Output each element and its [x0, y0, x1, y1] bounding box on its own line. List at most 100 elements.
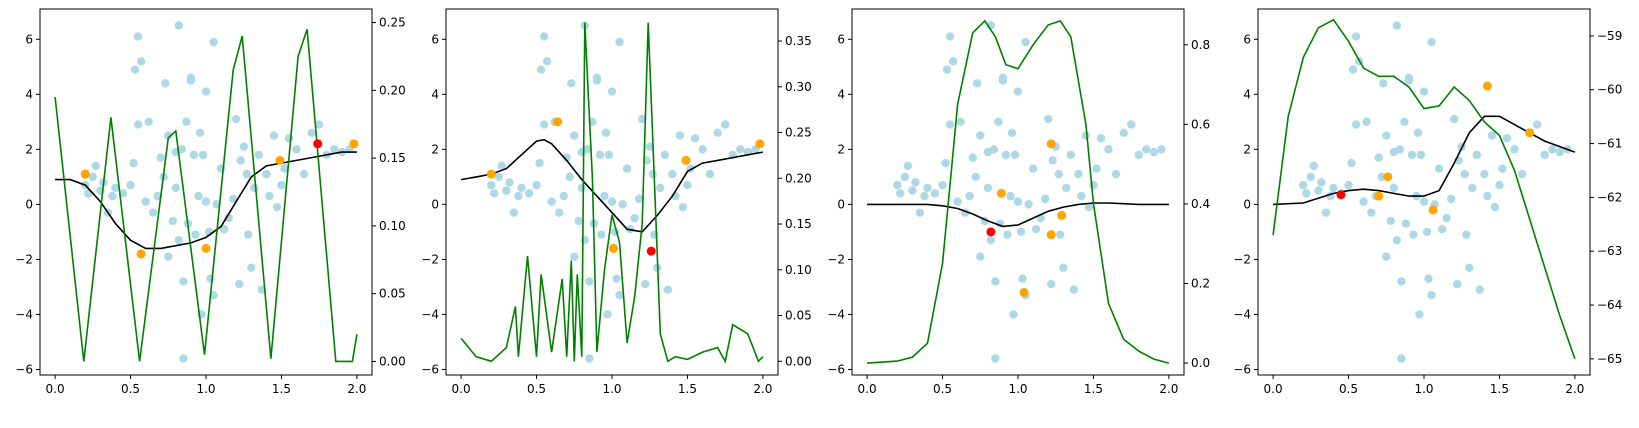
data-point	[1054, 169, 1063, 179]
data-point	[607, 87, 617, 96]
data-point	[953, 197, 962, 206]
data-point	[189, 150, 199, 160]
data-point	[1347, 158, 1356, 168]
data-point	[585, 277, 594, 286]
data-point	[1490, 202, 1500, 212]
data-point	[91, 161, 101, 171]
x-tick-label: 2.0	[753, 382, 772, 396]
y-tick-label: −4	[15, 307, 33, 321]
plot-area	[867, 19, 1170, 364]
data-point	[570, 252, 579, 261]
data-point	[539, 120, 549, 129]
data-point	[505, 178, 514, 187]
sample-point	[1428, 205, 1438, 215]
data-point	[1487, 131, 1497, 140]
x-tick-label: 1.0	[1008, 382, 1027, 396]
data-point	[1013, 87, 1023, 96]
data-point	[597, 230, 606, 239]
data-point	[911, 178, 920, 187]
data-point	[1419, 87, 1429, 96]
data-point	[1084, 202, 1094, 212]
next-point	[986, 227, 996, 237]
data-point	[307, 128, 316, 138]
data-point	[182, 117, 191, 127]
x-tick-label: 0.5	[527, 382, 546, 396]
data-point	[1344, 180, 1353, 190]
data-point	[998, 73, 1008, 82]
data-point	[630, 213, 639, 223]
x-tick-label: 0.0	[858, 382, 877, 396]
sample-point	[275, 155, 285, 165]
data-point	[1555, 147, 1565, 157]
data-point	[198, 150, 208, 160]
data-point	[1419, 197, 1429, 206]
data-point	[1081, 131, 1091, 140]
data-point	[595, 150, 605, 160]
sample-point	[80, 169, 90, 179]
data-point	[923, 183, 932, 193]
data-point	[201, 87, 211, 96]
y-tick-label: −2	[15, 252, 33, 266]
data-point	[1089, 180, 1098, 190]
data-point	[1427, 37, 1436, 47]
data-point	[547, 197, 556, 206]
x-tick-label: 0.0	[452, 382, 471, 396]
data-point	[965, 191, 974, 201]
data-point	[678, 202, 688, 212]
data-point	[179, 277, 188, 286]
y2-tick-label: 0.35	[785, 34, 812, 48]
data-point	[612, 274, 621, 283]
data-point	[1446, 194, 1456, 204]
data-point	[1404, 73, 1414, 82]
y2-tick-label: 0.10	[785, 263, 812, 277]
data-point	[600, 191, 609, 201]
data-point	[656, 183, 665, 193]
data-point	[736, 145, 745, 154]
data-point	[941, 158, 950, 168]
data-point	[1366, 208, 1376, 217]
data-point	[938, 180, 947, 190]
acquisition-line	[1272, 18, 1576, 360]
data-point	[908, 186, 917, 195]
data-point	[1104, 145, 1113, 154]
data-point	[535, 158, 544, 168]
data-point	[618, 200, 627, 209]
data-point	[1472, 150, 1482, 160]
data-point	[983, 183, 993, 193]
data-point	[250, 183, 259, 193]
y2-tick-label: 0.00	[785, 354, 812, 368]
data-point	[1389, 183, 1399, 193]
data-point	[615, 37, 624, 47]
next-point	[646, 246, 656, 256]
data-point	[554, 208, 564, 217]
y-tick-label: −6	[827, 362, 845, 376]
y-tick-label: 2	[25, 142, 33, 156]
data-point	[191, 230, 200, 239]
sample-point	[136, 249, 146, 259]
data-point	[201, 197, 211, 206]
data-point	[607, 197, 617, 206]
data-point	[292, 145, 301, 154]
y-tick-label: 2	[837, 142, 845, 156]
data-point	[1059, 263, 1068, 272]
x-tick-label: 1.0	[602, 382, 621, 396]
data-point	[577, 183, 587, 193]
sample-point	[996, 188, 1006, 198]
data-point	[698, 145, 707, 154]
y2-tick-label: −63	[1597, 244, 1622, 258]
data-point	[509, 208, 519, 217]
sample-point	[755, 139, 765, 149]
data-point	[129, 158, 138, 168]
data-point	[228, 194, 238, 204]
data-point	[497, 161, 507, 171]
data-point	[1149, 147, 1159, 157]
data-point	[126, 180, 135, 190]
data-point	[683, 180, 692, 190]
data-point	[186, 73, 196, 82]
data-point	[1021, 37, 1030, 47]
data-point	[1475, 285, 1485, 294]
data-point	[171, 183, 181, 193]
data-point	[206, 274, 215, 283]
data-point	[1031, 224, 1041, 234]
